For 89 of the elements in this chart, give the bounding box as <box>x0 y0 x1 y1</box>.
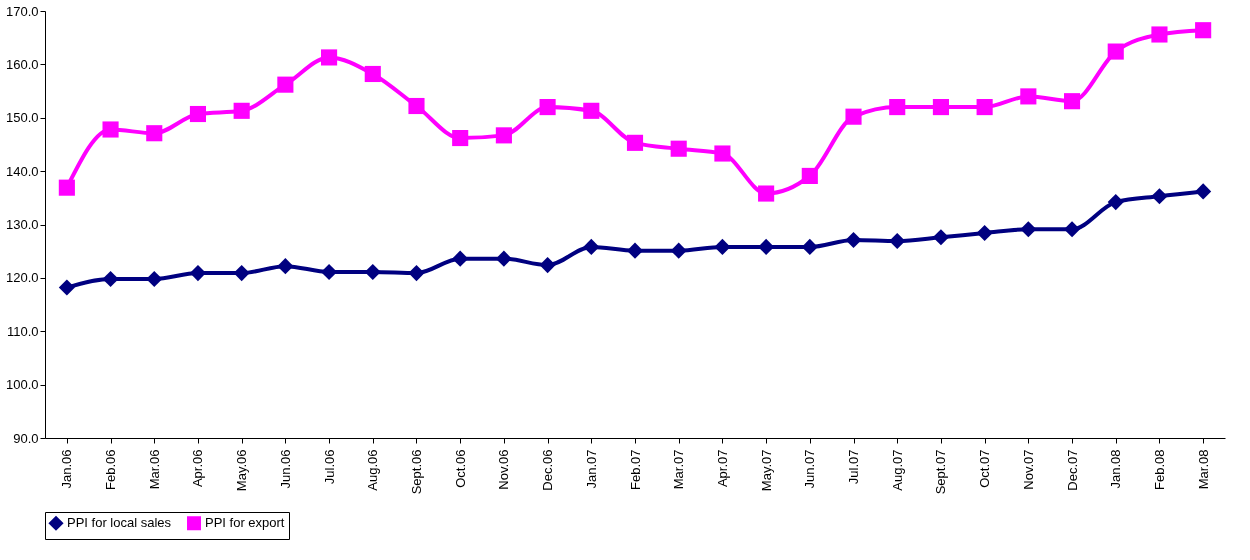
x-tick-label: Oct.06 <box>452 449 468 488</box>
y-tick-label: 130.0 <box>5 217 39 232</box>
x-tick-label: Apr.07 <box>714 449 730 488</box>
x-tick-label: Feb.06 <box>103 449 119 490</box>
point <box>1107 43 1124 60</box>
point <box>495 127 512 144</box>
x-tick-label: Aug.06 <box>365 449 381 491</box>
point <box>845 108 862 125</box>
point <box>495 250 512 267</box>
y-tick-label: 170.0 <box>5 3 39 19</box>
x-tick-label: Aug.07 <box>889 449 905 491</box>
point <box>1107 194 1124 211</box>
y-tick-label: 120.0 <box>5 270 39 286</box>
point <box>1195 22 1212 39</box>
x-tick-label: Nov.07 <box>1020 449 1036 490</box>
x-tick-label: Jul.07 <box>846 449 862 485</box>
point <box>889 232 906 250</box>
point <box>102 121 119 138</box>
x-tick-label: Mar.07 <box>671 449 687 490</box>
point <box>801 238 818 255</box>
y-tick-label: 110.0 <box>6 323 39 339</box>
point <box>539 257 556 274</box>
point <box>452 129 469 147</box>
point <box>189 105 207 123</box>
point <box>1195 183 1212 200</box>
x-tick-label: Mar.06 <box>146 449 162 490</box>
point <box>626 242 644 259</box>
x-tick-label: Sept.07 <box>933 449 949 495</box>
point <box>102 270 119 287</box>
y-tick-label: 90.0 <box>13 430 39 446</box>
point <box>845 231 862 249</box>
point <box>801 167 818 184</box>
x-tick-label: Jun.07 <box>802 449 818 489</box>
point <box>976 224 993 242</box>
point <box>1020 88 1037 105</box>
point <box>1063 93 1081 110</box>
x-tick-label: Feb.08 <box>1151 449 1167 490</box>
point <box>539 99 556 116</box>
x-tick-label: May.06 <box>234 449 250 492</box>
point <box>714 145 731 162</box>
point <box>932 229 949 246</box>
point <box>670 242 687 259</box>
legend-label: PPI for local sales <box>67 515 172 531</box>
point <box>452 250 469 267</box>
point <box>670 140 687 157</box>
point <box>233 102 250 119</box>
point <box>1151 188 1168 205</box>
point <box>976 99 993 116</box>
point <box>583 102 600 119</box>
point <box>146 270 163 287</box>
x-tick-label: Sept.06 <box>408 449 424 495</box>
x-tick-label: Apr.06 <box>190 449 206 488</box>
point <box>58 279 75 296</box>
point <box>408 265 425 282</box>
point <box>758 185 775 202</box>
x-tick-label: Jul.06 <box>321 449 337 485</box>
x-tick-label: May.07 <box>758 449 774 492</box>
point <box>932 99 949 116</box>
point <box>321 49 338 66</box>
y-tick-label: 140.0 <box>5 163 39 179</box>
y-tick-label: 150.0 <box>5 110 39 126</box>
point <box>364 263 381 281</box>
x-tick-label: Jan.07 <box>583 449 599 489</box>
point <box>626 134 644 151</box>
x-tick-label: Dec.06 <box>540 449 556 491</box>
x-tick-label: Nov.06 <box>496 449 512 490</box>
point <box>277 258 294 275</box>
x-tick-label: Oct.07 <box>977 449 993 488</box>
y-tick-label: 160.0 <box>5 56 39 72</box>
point <box>58 179 75 196</box>
x-tick-label: Jun.06 <box>277 449 293 489</box>
point <box>146 125 163 142</box>
point <box>1063 221 1081 238</box>
point <box>277 76 294 93</box>
point <box>1020 221 1037 238</box>
point <box>714 238 731 255</box>
point <box>364 65 381 83</box>
x-tick-label: Jan.06 <box>59 449 75 489</box>
x-tick-label: Feb.07 <box>627 449 643 490</box>
point <box>583 238 600 255</box>
y-tick-label: 100.0 <box>5 377 39 393</box>
legend-label: PPI for export <box>205 515 285 531</box>
point <box>1151 26 1168 43</box>
x-tick-label: Mar.08 <box>1195 449 1211 490</box>
point <box>889 99 906 116</box>
x-tick-label: Dec.07 <box>1064 449 1080 491</box>
point <box>233 265 250 282</box>
point <box>408 97 425 115</box>
x-tick-label: Jan.08 <box>1108 449 1124 489</box>
